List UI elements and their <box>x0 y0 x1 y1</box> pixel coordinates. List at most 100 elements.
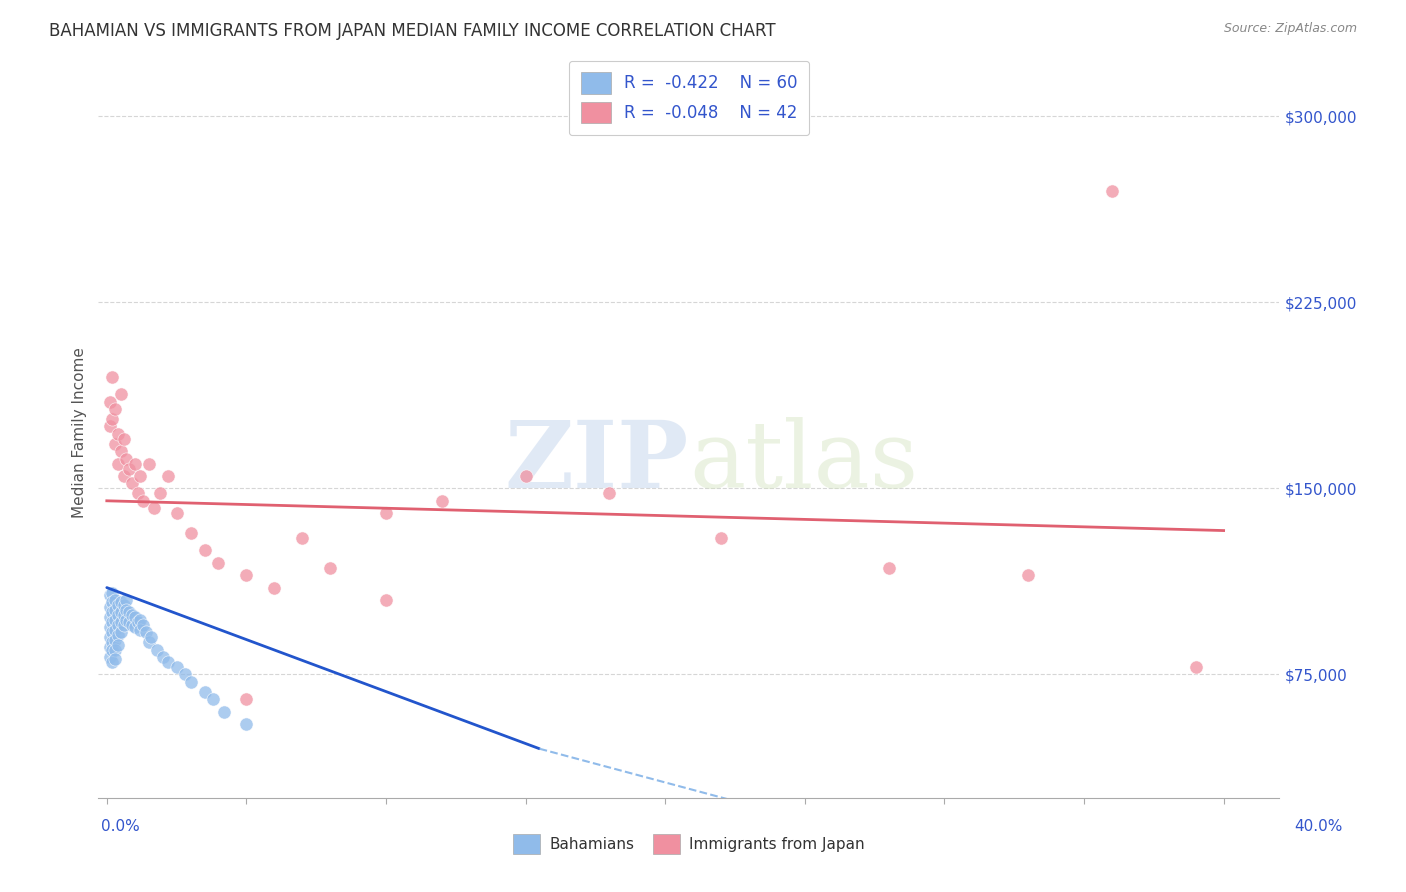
Legend: Bahamians, Immigrants from Japan: Bahamians, Immigrants from Japan <box>506 829 872 860</box>
Point <box>107 426 129 441</box>
Text: Source: ZipAtlas.com: Source: ZipAtlas.com <box>1223 22 1357 36</box>
Point <box>174 667 197 681</box>
Point <box>112 617 135 632</box>
Y-axis label: Median Family Income: Median Family Income <box>72 347 87 518</box>
Point <box>135 625 157 640</box>
Point <box>101 625 124 640</box>
Point <box>319 560 342 574</box>
Point <box>107 617 129 632</box>
Point <box>98 588 121 602</box>
Point <box>101 635 124 649</box>
Point <box>101 655 124 669</box>
Point <box>98 610 121 624</box>
Point <box>104 593 127 607</box>
Point <box>1101 184 1123 198</box>
Point <box>110 444 132 458</box>
Point <box>110 625 132 640</box>
Point <box>101 369 124 384</box>
Point <box>101 615 124 630</box>
Point <box>112 607 135 622</box>
Point <box>101 606 124 620</box>
Text: 40.0%: 40.0% <box>1295 820 1343 834</box>
Point <box>115 613 138 627</box>
Point <box>1017 568 1039 582</box>
Point <box>121 476 143 491</box>
Point <box>98 620 121 634</box>
Point <box>115 593 138 607</box>
Text: BAHAMIAN VS IMMIGRANTS FROM JAPAN MEDIAN FAMILY INCOME CORRELATION CHART: BAHAMIAN VS IMMIGRANTS FROM JAPAN MEDIAN… <box>49 22 776 40</box>
Point <box>710 531 733 545</box>
Point <box>132 617 155 632</box>
Point <box>201 692 224 706</box>
Point <box>115 451 138 466</box>
Text: 0.0%: 0.0% <box>101 820 141 834</box>
Point <box>127 615 149 630</box>
Point <box>143 501 166 516</box>
Point <box>877 560 900 574</box>
Point <box>101 642 124 657</box>
Point <box>263 581 285 595</box>
Point <box>207 556 229 570</box>
Point <box>291 531 314 545</box>
Point <box>375 506 398 520</box>
Point <box>124 610 146 624</box>
Point <box>104 642 127 657</box>
Point <box>107 598 129 612</box>
Point <box>430 493 453 508</box>
Point <box>180 526 202 541</box>
Point <box>110 387 132 401</box>
Point <box>104 632 127 647</box>
Point <box>129 623 152 637</box>
Point <box>166 506 188 520</box>
Point <box>112 469 135 483</box>
Point <box>212 705 235 719</box>
Point <box>157 469 180 483</box>
Point <box>235 568 257 582</box>
Point <box>107 607 129 622</box>
Point <box>107 638 129 652</box>
Point <box>98 419 121 434</box>
Point <box>110 606 132 620</box>
Point <box>598 486 620 500</box>
Point <box>107 457 129 471</box>
Point <box>138 635 160 649</box>
Text: ZIP: ZIP <box>505 417 689 507</box>
Point <box>104 623 127 637</box>
Point <box>118 461 141 475</box>
Point <box>110 615 132 630</box>
Point <box>166 660 188 674</box>
Text: atlas: atlas <box>689 417 918 507</box>
Point <box>118 615 141 630</box>
Point <box>98 640 121 654</box>
Point <box>101 585 124 599</box>
Point <box>112 598 135 612</box>
Point <box>515 469 537 483</box>
Point <box>235 692 257 706</box>
Point <box>193 684 215 698</box>
Point <box>180 674 202 689</box>
Point <box>98 650 121 665</box>
Point <box>193 543 215 558</box>
Point <box>121 607 143 622</box>
Point <box>149 486 172 500</box>
Point <box>138 457 160 471</box>
Point <box>129 469 152 483</box>
Point <box>141 630 163 644</box>
Point <box>1184 660 1206 674</box>
Point <box>157 655 180 669</box>
Point <box>121 617 143 632</box>
Point <box>375 593 398 607</box>
Point <box>98 394 121 409</box>
Point <box>104 652 127 666</box>
Point <box>104 402 127 417</box>
Point <box>104 613 127 627</box>
Point <box>132 493 155 508</box>
Point <box>98 630 121 644</box>
Point <box>118 606 141 620</box>
Point <box>107 628 129 642</box>
Point <box>104 437 127 451</box>
Point <box>104 603 127 617</box>
Point <box>110 595 132 609</box>
Point <box>146 642 169 657</box>
Point <box>115 603 138 617</box>
